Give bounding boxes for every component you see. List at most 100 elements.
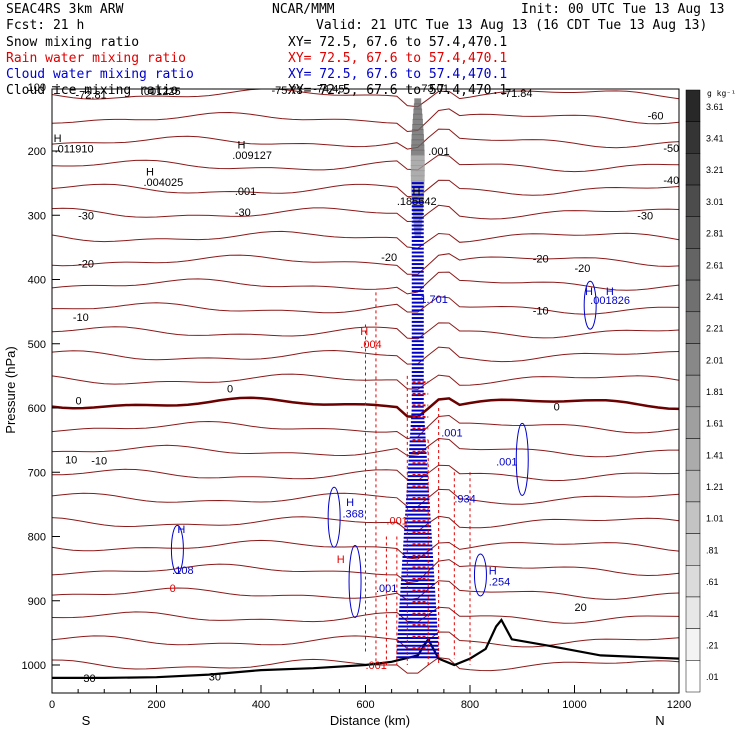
colorbar-swatch (685, 216, 701, 249)
cloud-water-cell (327, 486, 341, 548)
temperature-label: -20 (575, 263, 591, 275)
colorbar-swatch (685, 406, 701, 439)
temperature-contour (51, 396, 680, 419)
shading-cell (411, 139, 425, 146)
max-label: .368 (343, 508, 364, 520)
colorbar-label: 2.01 (706, 355, 724, 365)
temperature-contour (51, 154, 680, 173)
temperature-label: 10 (65, 454, 77, 466)
temperature-contour (51, 204, 680, 223)
colorbar-swatch (685, 596, 701, 629)
y-tick-label: 700 (28, 467, 46, 479)
colorbar-swatch (685, 374, 701, 408)
shading-cell (411, 144, 425, 151)
x-tick-label: 200 (147, 699, 165, 711)
max-label: H (237, 140, 245, 152)
header-valid: Valid: 21 UTC Tue 13 Aug 13 (16 CDT Tue … (316, 18, 707, 33)
temperature-contour (51, 580, 680, 601)
temperature-label: 0 (76, 395, 82, 407)
cloud-water-cell (515, 422, 529, 496)
temperature-label: -10 (91, 456, 107, 468)
temperature-label: 30 (83, 673, 95, 685)
temperature-label: -20 (533, 253, 549, 265)
shading-cell (410, 149, 425, 156)
shading-cell (410, 165, 425, 172)
max-label: .001826 (590, 295, 630, 307)
shading-cell (411, 185, 425, 192)
x-ticks: 0 200 400 600 800 1000 1200 (49, 685, 691, 711)
temperature-contour (51, 515, 680, 532)
max-label: .001 (496, 456, 517, 468)
temperature-label: -20 (381, 252, 397, 264)
colorbar-swatch (685, 153, 701, 186)
y-tick-label: 800 (28, 532, 46, 544)
field-xy-cloud-water: XY= 72.5, 67.6 to 57.4,470.1 (288, 67, 507, 82)
temperature-label: 0 (554, 402, 560, 414)
colorbar-units: g kg⁻¹ (707, 89, 736, 98)
temperature-contour (51, 464, 680, 482)
endpoint-right: N (655, 713, 664, 728)
x-tick-label: 600 (356, 699, 374, 711)
field-label-cloud-water: Cloud water mixing ratio (6, 67, 194, 82)
cloud-water-cell (348, 544, 362, 618)
colorbar-label: 1.81 (706, 387, 724, 397)
max-label: .185642 (397, 196, 437, 208)
temperature-label: -30 (637, 210, 653, 222)
colorbar-label: 2.41 (706, 292, 724, 302)
cloud-water-contours (170, 182, 597, 659)
temperature-label: -10 (73, 312, 89, 324)
temperature-contour (51, 488, 680, 507)
colorbar-label: 2.81 (706, 229, 724, 239)
temperature-label: -50 (663, 143, 679, 155)
max-label: .011910 (55, 143, 94, 155)
colorbar-label: .61 (706, 577, 719, 587)
endpoint-left: S (82, 713, 91, 728)
colorbar-label: .41 (706, 609, 719, 619)
plot-area: -72.81 -75.73 -74.45 -73.01 -71.84-60-50-40-… (51, 83, 680, 685)
colorbar-swatch (685, 469, 701, 503)
y-tick-label: 600 (28, 403, 46, 415)
max-label: H (177, 524, 185, 536)
max-label: .004 (360, 339, 381, 351)
colorbar-swatch (685, 343, 701, 376)
temperature-label: -30 (235, 207, 251, 219)
colorbar-label: .01 (706, 672, 719, 682)
y-tick-label: 300 (28, 210, 46, 222)
colorbar-swatch (685, 279, 701, 313)
temperature-label: -75.73 (271, 85, 302, 97)
colorbar-swatch (685, 501, 701, 534)
max-label: H (413, 186, 421, 198)
y-tick-label: 500 (28, 339, 46, 351)
y-tick-label: 900 (28, 596, 46, 608)
colorbar-label: 1.21 (706, 482, 724, 492)
shading-cell (414, 231, 421, 238)
max-label: H (585, 286, 593, 298)
colorbar-label: .21 (706, 640, 719, 650)
header-model: SEAC4RS 3km ARW (6, 2, 124, 17)
shading-cell (413, 216, 423, 223)
colorbar-label: 1.61 (706, 419, 724, 429)
temperature-contour (51, 346, 680, 365)
field-xy-cloud-ice: XY= 72.5, 67.6 to 57.4,470.1 (288, 83, 507, 98)
temperature-contour (51, 437, 679, 458)
x-tick-label: 1000 (562, 699, 586, 711)
temperature-contour (51, 88, 680, 108)
max-label: H (337, 554, 345, 566)
max-label: .004025 (143, 177, 183, 189)
rain-water-contours (365, 292, 471, 665)
temperature-contour (51, 179, 680, 198)
max-label: .001 (235, 186, 256, 198)
max-label: H (346, 497, 354, 509)
y-tick-label: 200 (28, 146, 46, 158)
colorbar-label: 3.61 (706, 102, 724, 112)
temperature-label: 20 (575, 602, 587, 614)
shading-cell (410, 175, 425, 182)
temperature-label: -74.45 (313, 84, 344, 96)
max-label: .001 (428, 146, 449, 158)
shading-cell (412, 113, 423, 120)
temperature-label: 0 (227, 384, 233, 396)
temperature-label: -20 (78, 258, 94, 270)
colorbar-label: 3.21 (706, 165, 724, 175)
max-label: 0 (170, 583, 176, 595)
